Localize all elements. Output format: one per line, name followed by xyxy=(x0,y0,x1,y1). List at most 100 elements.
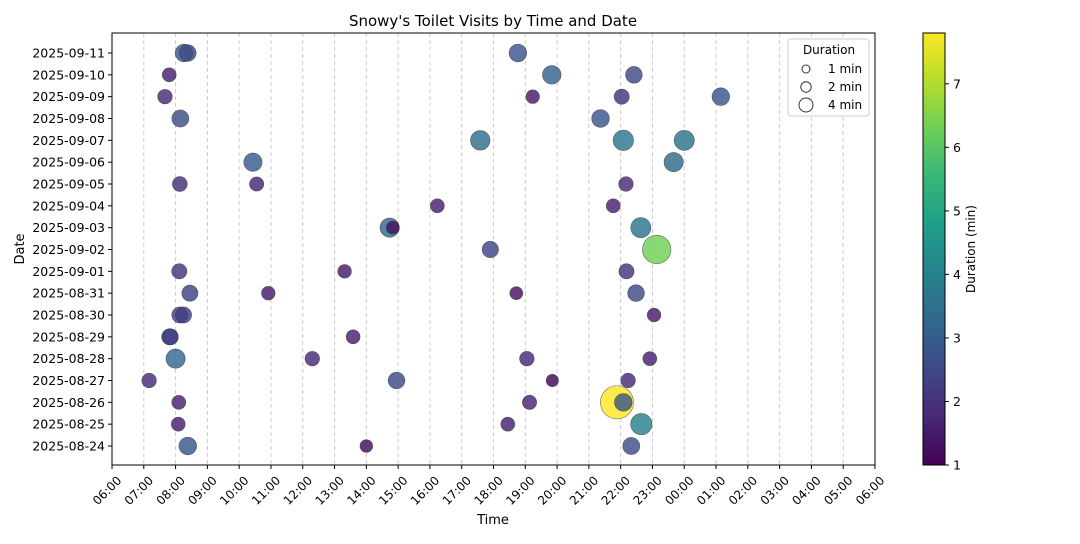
x-axis-label: Time xyxy=(476,513,509,528)
x-tick-label: 06:00 xyxy=(853,473,887,507)
legend-title: Duration xyxy=(803,43,855,57)
x-tick-label: 12:00 xyxy=(281,473,315,507)
x-tick-label: 04:00 xyxy=(789,473,823,507)
data-point xyxy=(481,240,499,259)
data-point xyxy=(304,351,320,367)
data-point xyxy=(642,351,658,366)
x-tick-label: 16:00 xyxy=(408,473,442,507)
data-point xyxy=(165,348,186,369)
x-axis-ticks: 06:0007:0008:0009:0010:0011:0012:0013:00… xyxy=(90,465,887,508)
x-tick-label: 08:00 xyxy=(154,473,188,507)
data-point xyxy=(591,109,610,128)
data-point xyxy=(171,395,187,410)
x-tick-label: 19:00 xyxy=(503,473,537,507)
colorbar-gradient xyxy=(922,32,946,466)
legend-box xyxy=(787,38,870,117)
legend-marker xyxy=(801,64,811,74)
y-axis-ticks: 2025-08-24 2025-08-25 2025-08-26 2025-08-27… xyxy=(32,46,112,454)
y-tick-label: 2025-09-09 xyxy=(32,89,105,104)
y-tick-label: 2025-09-01 xyxy=(32,264,105,279)
y-tick-label: 2025-08-30 xyxy=(32,308,105,323)
data-point xyxy=(430,198,445,214)
y-tick-label: 2025-09-05 xyxy=(32,177,105,192)
data-point xyxy=(387,371,406,390)
x-tick-label: 21:00 xyxy=(567,473,601,507)
y-tick-label: 2025-08-28 xyxy=(32,351,105,366)
data-point xyxy=(243,152,263,172)
data-point xyxy=(711,87,730,106)
y-tick-label: 2025-08-29 xyxy=(32,329,105,344)
data-point xyxy=(614,393,633,412)
x-tick-label: 18:00 xyxy=(471,473,505,507)
x-tick-label: 01:00 xyxy=(694,473,728,507)
y-tick-label: 2025-08-25 xyxy=(32,417,105,432)
legend-marker xyxy=(798,97,814,113)
x-tick-label: 07:00 xyxy=(122,473,156,507)
x-tick-label: 10:00 xyxy=(217,473,251,507)
data-point xyxy=(141,372,157,389)
data-point xyxy=(171,109,190,128)
data-point xyxy=(157,89,173,105)
data-point xyxy=(618,263,635,280)
legend-label: 1 min xyxy=(828,62,862,76)
y-tick-label: 2025-08-31 xyxy=(32,286,105,301)
colorbar-tick-label: 7 xyxy=(953,76,961,91)
data-point xyxy=(642,234,672,265)
x-tick-label: 09:00 xyxy=(185,473,219,507)
data-point xyxy=(508,43,528,63)
data-point xyxy=(627,284,645,302)
colorbar: 1 2 3 4 5 6 7 Duration (min) xyxy=(922,32,978,473)
x-tick-label: 13:00 xyxy=(313,473,347,507)
colorbar-ticks: 1 2 3 4 5 6 7 xyxy=(945,76,961,473)
legend-marker xyxy=(800,81,812,93)
data-point xyxy=(663,152,684,173)
y-axis-label: Date xyxy=(13,233,28,264)
legend-label: 2 min xyxy=(828,80,862,94)
x-tick-label: 14:00 xyxy=(344,473,378,507)
data-point xyxy=(161,67,177,83)
data-point xyxy=(522,394,537,410)
data-point xyxy=(179,44,197,62)
x-tick-label: 22:00 xyxy=(599,473,633,507)
y-tick-label: 2025-09-06 xyxy=(32,155,105,170)
data-point xyxy=(500,416,516,432)
data-point xyxy=(170,416,186,432)
colorbar-tick-label: 2 xyxy=(953,394,961,409)
y-tick-label: 2025-09-07 xyxy=(32,133,105,148)
y-tick-label: 2025-08-26 xyxy=(32,395,105,410)
data-point xyxy=(171,263,188,280)
data-point xyxy=(178,436,197,456)
legend-label: 4 min xyxy=(828,98,862,112)
x-tick-label: 03:00 xyxy=(758,473,792,507)
data-point xyxy=(359,439,373,453)
x-tick-label: 20:00 xyxy=(535,473,569,507)
colorbar-tick-label: 5 xyxy=(953,203,961,218)
data-point xyxy=(175,306,192,324)
y-tick-label: 2025-08-24 xyxy=(32,439,105,454)
x-tick-label: 17:00 xyxy=(440,473,474,507)
data-point xyxy=(673,129,695,151)
x-tick-label: 00:00 xyxy=(662,473,696,507)
data-point xyxy=(172,176,188,192)
data-point xyxy=(605,198,621,214)
data-point xyxy=(161,328,179,346)
colorbar-tick-label: 6 xyxy=(953,140,961,155)
x-tick-label: 11:00 xyxy=(249,473,283,507)
data-point xyxy=(630,413,653,436)
y-tick-label: 2025-08-27 xyxy=(32,373,105,388)
data-point xyxy=(525,89,540,104)
x-tick-label: 05:00 xyxy=(821,473,855,507)
y-tick-label: 2025-09-10 xyxy=(32,67,105,82)
data-point xyxy=(345,329,361,345)
data-point xyxy=(386,220,400,235)
data-point xyxy=(612,129,634,151)
x-tick-label: 15:00 xyxy=(376,473,410,507)
data-point xyxy=(625,66,643,84)
data-point xyxy=(613,88,630,105)
data-point xyxy=(181,284,199,302)
chart-title: Snowy's Toilet Visits by Time and Date xyxy=(349,12,637,30)
data-point xyxy=(630,217,652,239)
x-tick-label: 06:00 xyxy=(90,473,124,507)
colorbar-tick-label: 3 xyxy=(953,330,961,345)
